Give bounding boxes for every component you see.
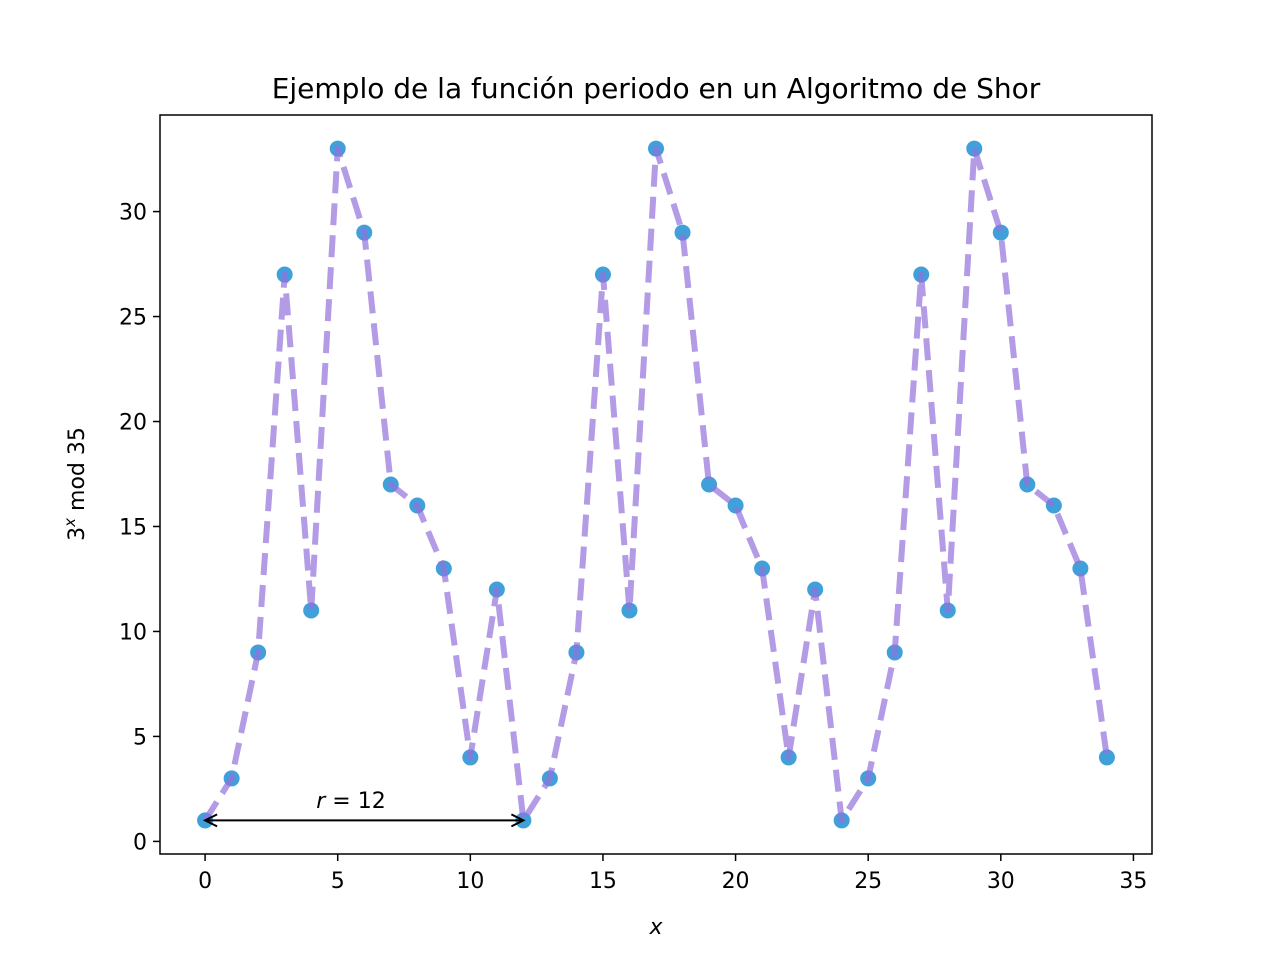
data-point	[621, 602, 638, 619]
period-arrow-head-left	[202, 813, 218, 828]
period-annotation-value: = 12	[325, 789, 385, 814]
y-tick-label: 0	[133, 830, 147, 855]
x-axis-label: x	[648, 915, 663, 940]
y-tick-label: 25	[119, 306, 147, 331]
data-point	[674, 224, 691, 241]
period-arrow-head-right	[510, 813, 526, 828]
period-annotation-variable: r	[316, 789, 327, 814]
period-annotation-label: r = 12	[316, 789, 385, 814]
x-tick-label: 10	[456, 869, 484, 894]
plot-frame	[159, 114, 1153, 855]
data-point	[303, 602, 320, 619]
series-line	[202, 145, 1110, 824]
x-tick-label: 25	[854, 869, 882, 894]
y-tick-label: 5	[133, 725, 147, 750]
y-tick-label: 10	[119, 620, 147, 645]
y-tick-label: 30	[119, 201, 147, 226]
y-tick-label: 20	[119, 411, 147, 436]
x-tick-label: 15	[589, 869, 617, 894]
y-axis-label-exponent: x	[61, 518, 79, 528]
period-annotation: r = 12	[202, 789, 526, 828]
y-axis-label: 3x mod 35	[61, 427, 90, 541]
x-tick-label: 5	[331, 869, 345, 894]
y-tick-label: 15	[119, 515, 147, 540]
chart-title: Ejemplo de la función periodo en un Algo…	[272, 72, 1041, 105]
plot-area: 0 5 10 15 20 25 30 35 0 5 10 15 20 25 30	[119, 140, 1147, 894]
x-tick-label: 20	[722, 869, 750, 894]
y-axis-label-rest: mod 35	[65, 427, 90, 518]
x-tick-label: 30	[987, 869, 1015, 894]
data-point	[1098, 749, 1115, 766]
data-point	[1072, 560, 1089, 577]
x-tick-label: 0	[198, 869, 212, 894]
y-axis-label-base: 3	[65, 527, 90, 541]
x-tick-label: 35	[1119, 869, 1147, 894]
